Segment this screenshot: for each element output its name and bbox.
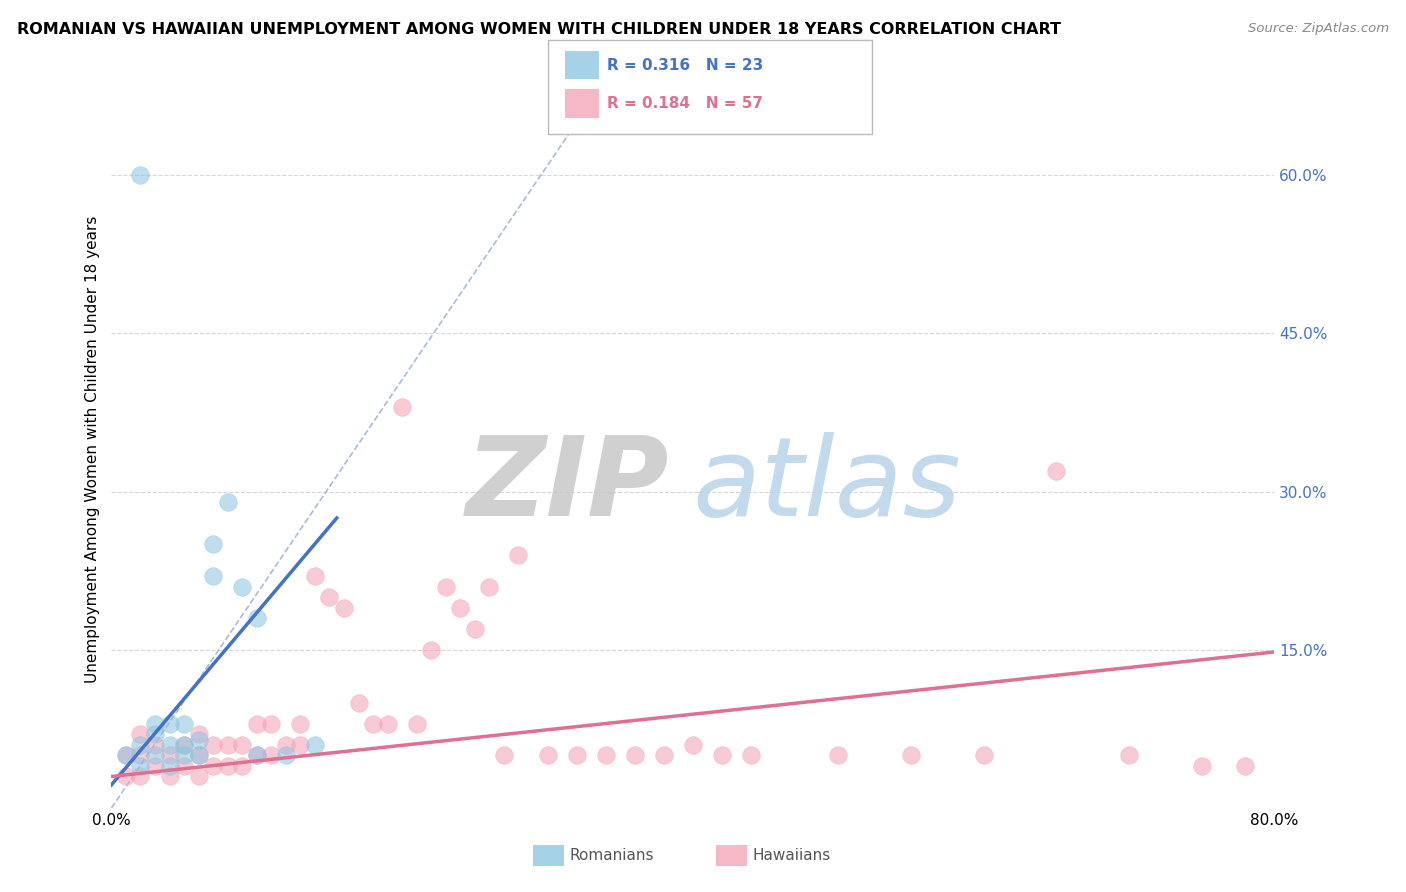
Point xyxy=(900,748,922,763)
Point xyxy=(595,748,617,763)
Point xyxy=(290,738,312,752)
Text: Romanians: Romanians xyxy=(569,848,654,863)
Point xyxy=(187,748,209,763)
Point xyxy=(246,748,269,763)
Point xyxy=(173,738,195,752)
Text: atlas: atlas xyxy=(693,432,962,539)
Point xyxy=(173,748,195,763)
Point xyxy=(973,748,995,763)
Point xyxy=(318,590,340,604)
Point xyxy=(1234,759,1257,773)
Point xyxy=(508,548,530,562)
Point xyxy=(333,600,356,615)
Point xyxy=(173,738,195,752)
Point xyxy=(159,759,181,773)
Text: Source: ZipAtlas.com: Source: ZipAtlas.com xyxy=(1249,22,1389,36)
Point xyxy=(710,748,733,763)
Y-axis label: Unemployment Among Women with Children Under 18 years: Unemployment Among Women with Children U… xyxy=(86,216,100,683)
Point xyxy=(143,727,166,741)
Point xyxy=(565,748,588,763)
Point xyxy=(478,580,501,594)
Text: R = 0.316   N = 23: R = 0.316 N = 23 xyxy=(607,58,763,72)
Point xyxy=(260,748,283,763)
Point xyxy=(187,748,209,763)
Point xyxy=(202,537,225,551)
Point xyxy=(246,611,269,625)
Point xyxy=(361,716,384,731)
Point xyxy=(652,748,675,763)
Point xyxy=(231,759,253,773)
Point xyxy=(159,738,181,752)
Point xyxy=(623,748,645,763)
Point xyxy=(434,580,457,594)
Point xyxy=(217,759,239,773)
Point xyxy=(536,748,558,763)
Point xyxy=(1118,748,1140,763)
Point xyxy=(1191,759,1213,773)
Point xyxy=(129,769,152,783)
Point xyxy=(682,738,704,752)
Point xyxy=(129,727,152,741)
Point xyxy=(187,732,209,747)
Point xyxy=(187,769,209,783)
Point xyxy=(202,759,225,773)
Point xyxy=(129,748,152,763)
Point xyxy=(129,168,152,182)
Point xyxy=(159,716,181,731)
Point xyxy=(129,759,152,773)
Point xyxy=(740,748,762,763)
Point xyxy=(391,401,413,415)
Point xyxy=(187,727,209,741)
Text: ZIP: ZIP xyxy=(467,432,669,539)
Point xyxy=(143,759,166,773)
Text: Hawaiians: Hawaiians xyxy=(752,848,831,863)
Point xyxy=(246,716,269,731)
Point xyxy=(143,748,166,763)
Point xyxy=(246,748,269,763)
Point xyxy=(405,716,427,731)
Point xyxy=(115,769,138,783)
Point xyxy=(347,696,370,710)
Point xyxy=(143,716,166,731)
Point xyxy=(202,569,225,583)
Point xyxy=(217,738,239,752)
Point xyxy=(143,738,166,752)
Text: R = 0.184   N = 57: R = 0.184 N = 57 xyxy=(607,95,763,111)
Point xyxy=(129,738,152,752)
Point xyxy=(231,580,253,594)
Point xyxy=(304,569,326,583)
Point xyxy=(159,748,181,763)
Point xyxy=(827,748,849,763)
Point xyxy=(1045,464,1067,478)
Point xyxy=(202,738,225,752)
Point xyxy=(115,748,138,763)
Point xyxy=(464,622,486,636)
Point xyxy=(260,716,283,731)
Point xyxy=(173,759,195,773)
Point xyxy=(449,600,471,615)
Point xyxy=(304,738,326,752)
Point xyxy=(115,748,138,763)
Point xyxy=(420,643,443,657)
Point xyxy=(377,716,399,731)
Point xyxy=(217,495,239,509)
Point xyxy=(231,738,253,752)
Text: ROMANIAN VS HAWAIIAN UNEMPLOYMENT AMONG WOMEN WITH CHILDREN UNDER 18 YEARS CORRE: ROMANIAN VS HAWAIIAN UNEMPLOYMENT AMONG … xyxy=(17,22,1062,37)
Point xyxy=(290,716,312,731)
Point xyxy=(492,748,515,763)
Point xyxy=(173,716,195,731)
Point xyxy=(159,769,181,783)
Point xyxy=(274,748,297,763)
Point xyxy=(274,738,297,752)
